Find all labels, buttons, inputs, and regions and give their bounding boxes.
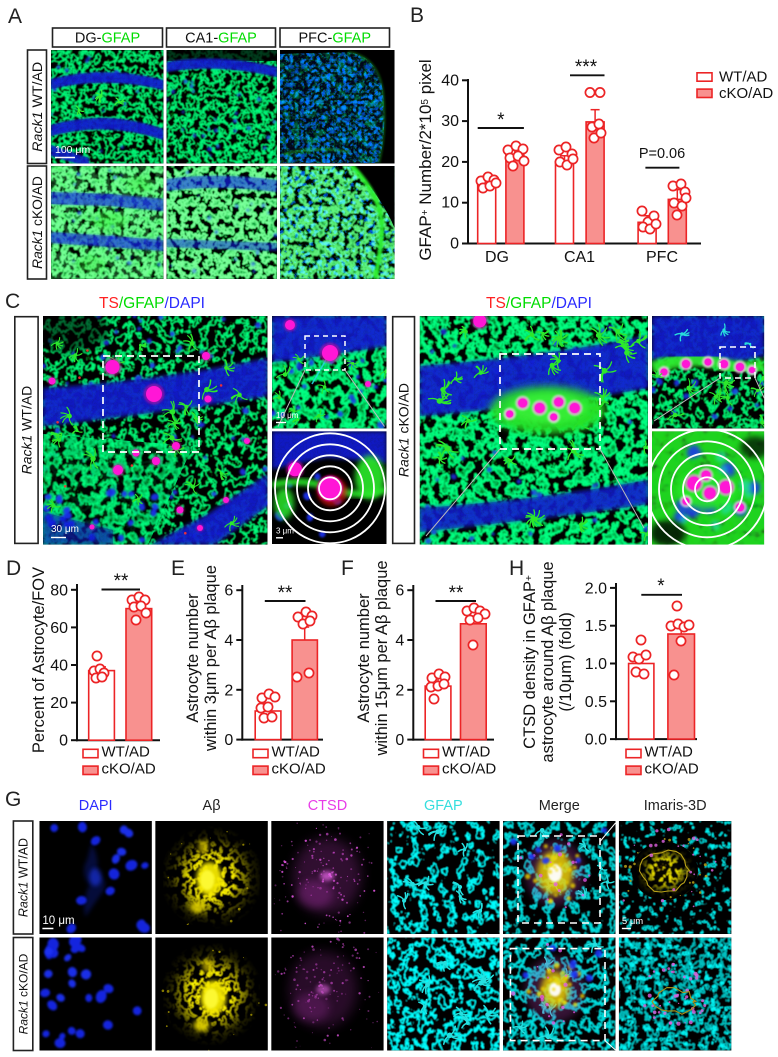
svg-text:WT/AD: WT/AD	[102, 744, 150, 761]
svg-text:astrocyte around Aβ plaque: astrocyte around Aβ plaque	[539, 561, 557, 762]
svg-text:Rack1 cKO/AD: Rack1 cKO/AD	[30, 176, 45, 269]
svg-text:40: 40	[50, 658, 68, 675]
svg-text:4: 4	[395, 633, 404, 650]
svg-text:Aβ: Aβ	[203, 798, 221, 814]
svg-text:100 μm: 100 μm	[55, 144, 90, 156]
svg-text:1.5: 1.5	[585, 618, 607, 635]
svg-text:PFC: PFC	[646, 249, 678, 266]
svg-text:B: B	[410, 4, 424, 27]
svg-text:2: 2	[395, 682, 404, 699]
svg-text:3 μm: 3 μm	[276, 526, 294, 535]
svg-text:GFAP: GFAP	[424, 798, 463, 814]
svg-text:*: *	[497, 110, 505, 131]
svg-text:Rack1 WT/AD: Rack1 WT/AD	[30, 62, 46, 152]
svg-text:Rack1 WT/AD: Rack1 WT/AD	[18, 386, 34, 475]
svg-text:30: 30	[441, 113, 459, 130]
svg-text:*: *	[657, 576, 665, 597]
svg-text:Rack1 WT/AD: Rack1 WT/AD	[17, 838, 31, 917]
svg-text:0.5: 0.5	[585, 694, 607, 711]
svg-text:6: 6	[395, 583, 404, 600]
svg-text:40: 40	[441, 72, 459, 89]
svg-text:CTSD density in GFAP+: CTSD density in GFAP+	[521, 575, 539, 749]
svg-text:WT/AD: WT/AD	[272, 744, 320, 761]
svg-text:CTSD: CTSD	[308, 798, 347, 814]
svg-text:0: 0	[224, 732, 233, 749]
svg-text:30 μm: 30 μm	[51, 524, 79, 535]
svg-text:DG-GFAP: DG-GFAP	[75, 31, 140, 47]
svg-text:0: 0	[395, 732, 404, 749]
svg-text:Merge: Merge	[539, 798, 580, 814]
svg-text:**: **	[114, 571, 129, 592]
svg-text:***: ***	[575, 57, 598, 78]
svg-text:D: D	[6, 557, 21, 580]
svg-text:Rack1 cKO/AD: Rack1 cKO/AD	[16, 953, 30, 1034]
svg-text:2.0: 2.0	[585, 580, 607, 597]
svg-text:0.0: 0.0	[585, 732, 607, 749]
svg-text:CA1: CA1	[564, 249, 595, 266]
svg-text:10 μm: 10 μm	[276, 411, 299, 420]
svg-text:10: 10	[441, 195, 459, 212]
svg-text:80: 80	[50, 582, 68, 599]
svg-text:WT/AD: WT/AD	[442, 744, 490, 761]
svg-text:(/10μm) (fold): (/10μm) (fold)	[557, 612, 575, 711]
svg-text:TS/GFAP/DAPI: TS/GFAP/DAPI	[486, 295, 592, 312]
svg-text:A: A	[8, 5, 22, 28]
svg-text:Rack1 cKO/AD: Rack1 cKO/AD	[396, 383, 412, 477]
svg-text:within 3μm per Aβ plaque: within 3μm per Aβ plaque	[202, 565, 220, 752]
svg-text:C: C	[5, 290, 20, 313]
svg-text:H: H	[509, 557, 524, 580]
svg-text:4: 4	[224, 633, 233, 650]
svg-text:Astrocyte number: Astrocyte number	[184, 593, 202, 723]
svg-text:DAPI: DAPI	[79, 798, 113, 814]
svg-text:**: **	[449, 583, 464, 604]
svg-text:5 μm: 5 μm	[622, 916, 643, 927]
svg-text:1.0: 1.0	[585, 656, 607, 673]
svg-text:F: F	[341, 557, 354, 580]
svg-text:WT/AD: WT/AD	[719, 69, 767, 86]
svg-text:Percent of Astrocyte/FOV: Percent of Astrocyte/FOV	[30, 567, 48, 753]
svg-text:DG: DG	[485, 249, 509, 266]
svg-text:GFAP+ Number/2*105 pixel: GFAP+ Number/2*105 pixel	[416, 59, 435, 260]
svg-text:20: 20	[50, 695, 68, 712]
svg-text:Imaris-3D: Imaris-3D	[644, 798, 707, 814]
svg-text:10 μm: 10 μm	[42, 915, 74, 927]
svg-text:6: 6	[224, 583, 233, 600]
svg-text:Astrocyte number: Astrocyte number	[355, 593, 373, 723]
svg-text:cKO/AD: cKO/AD	[102, 760, 156, 777]
svg-text:WT/AD: WT/AD	[645, 744, 693, 761]
svg-text:G: G	[5, 788, 21, 811]
svg-text:cKO/AD: cKO/AD	[442, 760, 496, 777]
svg-text:TS/GFAP/DAPI: TS/GFAP/DAPI	[99, 295, 205, 312]
svg-text:**: **	[278, 583, 293, 604]
svg-text:cKO/AD: cKO/AD	[272, 760, 326, 777]
svg-text:cKO/AD: cKO/AD	[645, 760, 699, 777]
svg-text:P=0.06: P=0.06	[639, 146, 685, 162]
svg-text:2: 2	[224, 682, 233, 699]
svg-text:0: 0	[59, 733, 68, 750]
svg-text:PFC-GFAP: PFC-GFAP	[298, 31, 371, 47]
svg-text:60: 60	[50, 620, 68, 637]
svg-text:E: E	[171, 557, 185, 580]
svg-text:within 15μm per Aβ plaque: within 15μm per Aβ plaque	[373, 560, 391, 756]
svg-text:0: 0	[450, 236, 459, 253]
svg-text:cKO/AD: cKO/AD	[719, 85, 773, 102]
svg-text:CA1-GFAP: CA1-GFAP	[185, 31, 257, 47]
svg-text:20: 20	[441, 154, 459, 171]
